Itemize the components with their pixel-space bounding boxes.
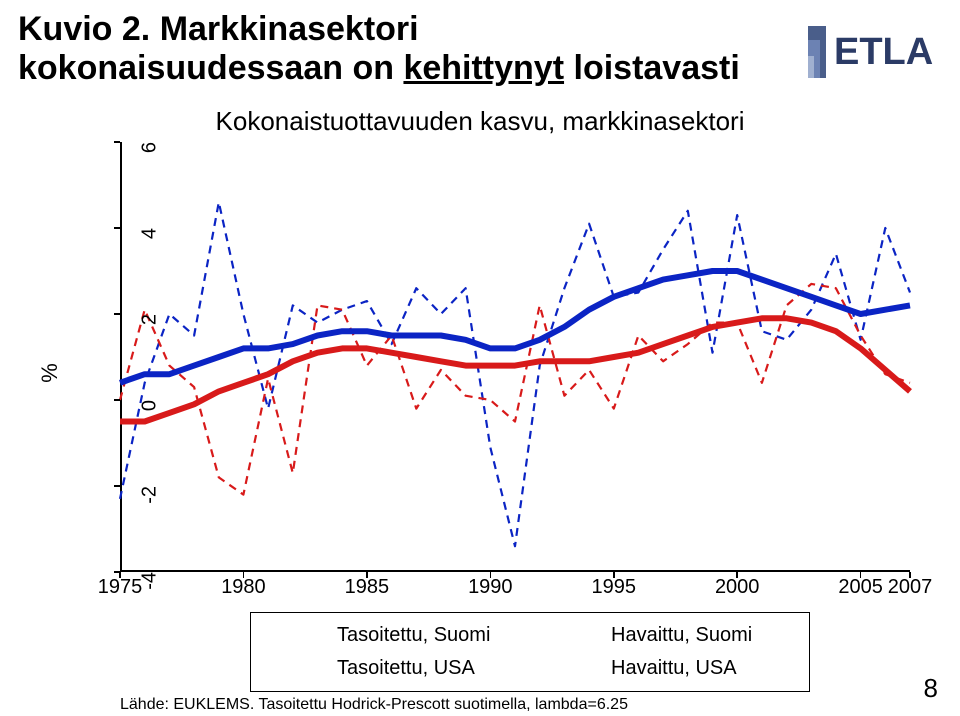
series-havaittu_suomi (120, 202, 910, 546)
source-note: Lähde: EUKLEMS. Tasoitettu Hodrick-Presc… (120, 696, 628, 714)
legend-label: Tasoitettu, USA (337, 657, 475, 680)
x-tick-label: 1990 (468, 576, 513, 599)
y-tick-label: 4 (139, 228, 162, 239)
chart-svg (120, 142, 910, 572)
y-tick-label: 2 (139, 314, 162, 325)
logo-text: ETLA (834, 31, 933, 73)
x-tick-label: 1985 (345, 576, 390, 599)
chart-area: Kokonaistuottavuuden kasvu, markkinasekt… (10, 100, 950, 660)
legend-item-havaittu-usa: Havaittu, USA (539, 657, 795, 680)
plot-region (120, 142, 910, 572)
y-tick-label: 6 (139, 142, 162, 153)
y-tick-label: 0 (139, 400, 162, 411)
legend-label: Havaittu, Suomi (611, 624, 752, 647)
title-line2c: loistavasti (564, 49, 740, 87)
chart-title: Kokonaistuottavuuden kasvu, markkinasekt… (10, 106, 950, 137)
x-tick-label: 1975 (98, 576, 143, 599)
legend-label: Tasoitettu, Suomi (337, 624, 490, 647)
y-axis-label: % (37, 363, 63, 383)
x-tick-label: 2000 (715, 576, 760, 599)
x-tick-label: 1995 (592, 576, 637, 599)
page-title: Kuvio 2. Markkinasektori kokonaisuudessa… (18, 10, 798, 88)
legend-item-tasoitettu-usa: Tasoitettu, USA (265, 657, 521, 680)
legend-item-tasoitettu-suomi: Tasoitettu, Suomi (265, 624, 521, 647)
x-tick-label: 1980 (221, 576, 266, 599)
title-rest1: Markkinasektori (160, 10, 419, 48)
title-line2a: kokonaisuudessaan on (18, 49, 403, 87)
legend-label: Havaittu, USA (611, 657, 737, 680)
x-tick-label: 2005 (838, 576, 883, 599)
x-tick-label: 2007 (888, 576, 933, 599)
title-prefix: Kuvio 2. (18, 10, 160, 48)
title-line2b: kehittynyt (403, 49, 564, 87)
etla-logo: ETLA (808, 18, 938, 80)
legend: Tasoitettu, Suomi Havaittu, Suomi Tasoit… (250, 612, 810, 692)
legend-item-havaittu-suomi: Havaittu, Suomi (539, 624, 795, 647)
y-tick-label: -2 (139, 486, 162, 504)
series-havaittu_usa (120, 284, 910, 495)
page-number: 8 (924, 673, 938, 704)
